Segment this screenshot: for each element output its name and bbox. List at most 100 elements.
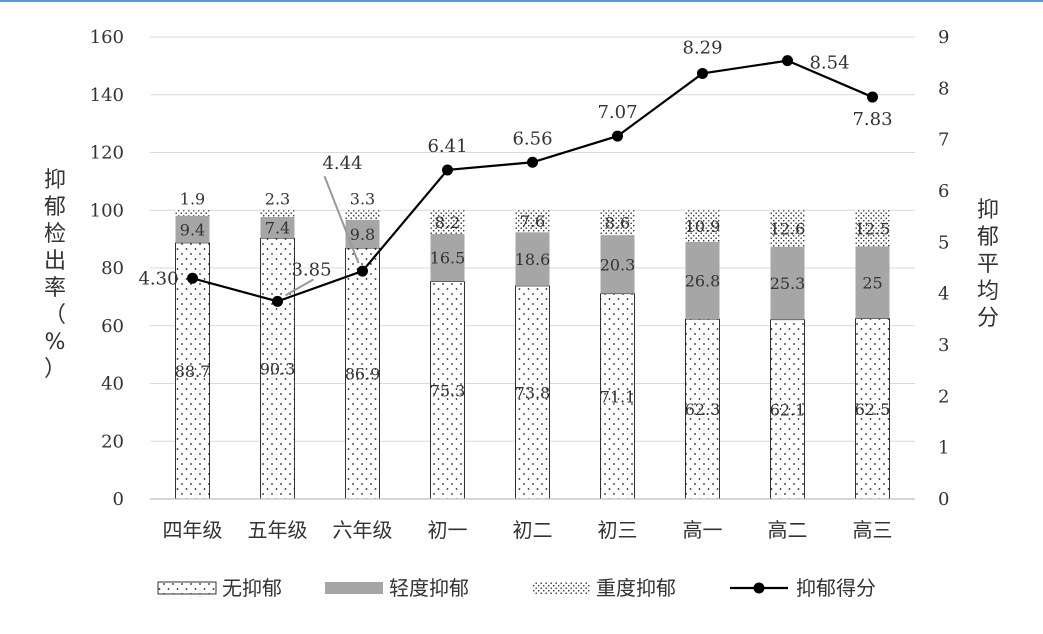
bar-no-depression: [175, 242, 210, 500]
bar-no-depression: [600, 293, 635, 500]
bar-label-no-depression: 62.1: [770, 400, 806, 419]
bar-severe-depression: [600, 210, 635, 236]
bar-severe-depression: [770, 210, 805, 247]
bar-severe-depression: [515, 210, 550, 233]
y-tick-label: 140: [90, 85, 124, 106]
x-tick-label: 四年级: [163, 518, 223, 542]
bars: [175, 210, 890, 500]
bar-severe-depression: [685, 210, 720, 242]
bar-label-mild-depression: 25.3: [770, 274, 806, 293]
score-label: 6.56: [512, 128, 552, 149]
score-point: [697, 67, 708, 79]
y2-axis-title-char: 均: [977, 279, 999, 304]
bar-severe-depression: [345, 210, 380, 220]
bar-label-severe-depression: 2.3: [265, 189, 290, 208]
legend-marker: [753, 582, 765, 594]
bar-label-mild-depression: 9.4: [180, 220, 205, 239]
bar-label-no-depression: 88.7: [175, 362, 211, 381]
y-axis-title-char: 出: [44, 249, 66, 274]
y2-tick-label: 9: [938, 27, 949, 48]
x-tick-label: 高三: [853, 518, 893, 542]
bar-mild-depression: [260, 216, 295, 239]
bar-mild-depression: [855, 246, 890, 319]
score-leader-line: [285, 278, 314, 297]
bar-no-depression: [515, 285, 550, 500]
y-tick-label: 0: [113, 489, 124, 510]
bar-severe-depression: [855, 210, 890, 247]
data-labels: 88.7 9.4 1.9 90.3 7.4 2.3 86.9 9.8 3.3 75.3 16.5 8.…: [138, 37, 892, 419]
bar-no-depression: [855, 318, 890, 500]
bar-mild-depression: [430, 233, 465, 282]
y-axis-title-char: 抑: [44, 168, 66, 193]
x-tick-label: 初三: [598, 518, 638, 542]
y2-tick-label: 6: [938, 181, 949, 202]
y-axis-title-char: 检: [44, 222, 66, 247]
legend-label: 抑郁得分: [796, 576, 876, 600]
score-label: 4.30: [138, 268, 178, 289]
bar-label-mild-depression: 7.4: [265, 219, 290, 238]
x-tick-label: 高二: [768, 518, 808, 542]
y2-tick-label: 5: [938, 232, 949, 253]
y2-tick-label: 8: [938, 78, 949, 99]
bar-label-severe-depression: 12.5: [855, 219, 891, 238]
bar-mild-depression: [600, 235, 635, 294]
bar-label-mild-depression: 18.6: [515, 250, 551, 269]
bar-label-no-depression: 71.1: [600, 387, 636, 406]
bar-label-no-depression: 62.5: [855, 400, 891, 419]
bar-no-depression: [685, 318, 720, 500]
bar-severe-depression: [430, 210, 465, 234]
score-label: 4.44: [322, 153, 362, 174]
bar-mild-depression: [515, 232, 550, 286]
legend-label: 重度抑郁: [596, 576, 676, 600]
legend: 无抑郁 轻度抑郁 重度抑郁 抑郁得分: [157, 576, 876, 600]
bar-label-severe-depression: 8.6: [605, 214, 630, 233]
y-tick-label: 60: [101, 316, 124, 337]
score-label: 7.07: [597, 102, 637, 123]
y-tick-label: 160: [90, 27, 124, 48]
bar-label-mild-depression: 25: [862, 273, 882, 292]
score-point: [357, 265, 368, 277]
bar-label-no-depression: 90.3: [260, 360, 296, 379]
bar-no-depression: [260, 237, 295, 500]
y2-tick-label: 4: [938, 284, 949, 305]
score-label: 3.85: [291, 259, 331, 280]
y2-axis-title-char: 分: [977, 306, 999, 331]
y-tick-label: 40: [101, 374, 124, 395]
bar-label-severe-depression: 7.6: [520, 212, 545, 231]
score-label: 7.83: [852, 109, 892, 130]
bar-label-no-depression: 73.8: [515, 383, 551, 402]
bar-label-no-depression: 75.3: [430, 381, 466, 400]
legend-swatch: [532, 582, 590, 594]
y2-tick-label: 0: [938, 489, 949, 510]
bar-label-mild-depression: 16.5: [430, 249, 466, 268]
y-axis-title-char: %: [45, 330, 66, 355]
y2-axis-title-char: 平: [977, 252, 999, 277]
y-axis-title-char: 率: [44, 276, 66, 301]
score-leader-line: [323, 175, 360, 264]
bar-mild-depression: [685, 241, 720, 320]
legend-swatch: [157, 581, 217, 595]
x-tick-label: 五年级: [248, 518, 308, 542]
score-label: 8.29: [682, 37, 722, 58]
y-tick-label: 20: [101, 431, 124, 452]
x-tick-label: 初一: [428, 518, 468, 542]
score-point: [867, 91, 878, 103]
score-label: 6.41: [427, 136, 467, 157]
y2-tick-label: 2: [938, 386, 949, 407]
x-tick-label: 初二: [513, 518, 553, 542]
y-axis-title-char: 郁: [44, 195, 66, 220]
bar-label-severe-depression: 12.6: [770, 219, 806, 238]
y-axis-title-char: （: [44, 303, 66, 328]
y2-axis-title-char: 郁: [977, 225, 999, 250]
y2-axis-title-char: 抑: [977, 198, 999, 223]
bar-severe-depression: [260, 210, 295, 217]
y2-tick-label: 7: [938, 130, 949, 151]
score-label: 8.54: [809, 53, 849, 74]
x-tick-label: 六年级: [333, 518, 393, 542]
bar-label-severe-depression: 3.3: [350, 189, 375, 208]
score-line: [187, 55, 878, 307]
score-point: [272, 295, 283, 307]
legend-label: 无抑郁: [222, 576, 282, 600]
bar-label-no-depression: 62.3: [685, 400, 721, 419]
